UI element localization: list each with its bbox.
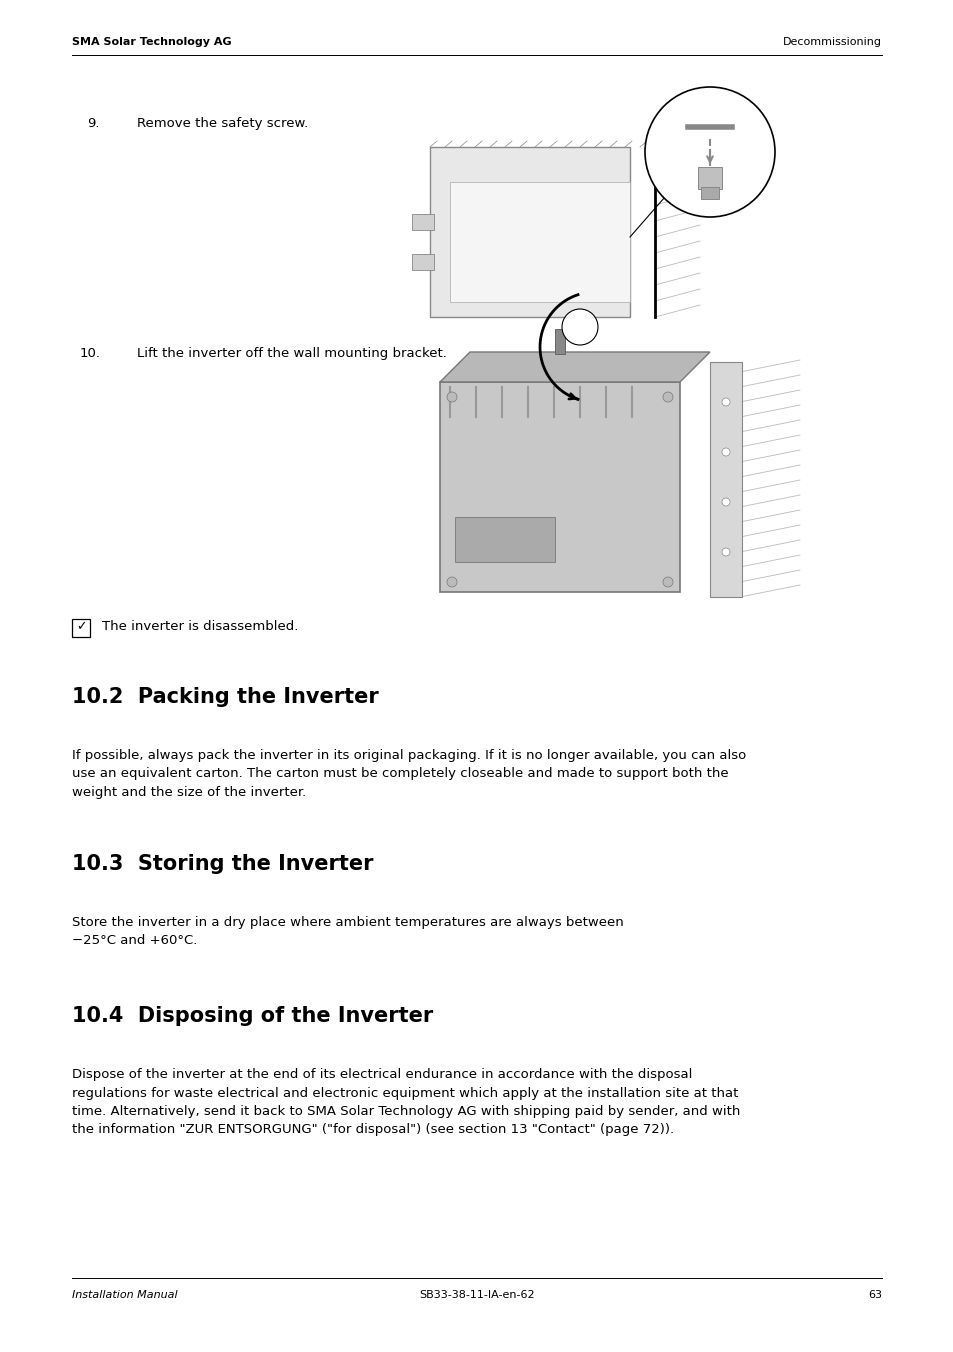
Text: Lift the inverter off the wall mounting bracket.: Lift the inverter off the wall mounting …	[137, 347, 446, 360]
Text: 10.: 10.	[80, 347, 101, 360]
Text: 9.: 9.	[87, 118, 99, 130]
Circle shape	[561, 310, 598, 345]
Text: Dispose of the inverter at the end of its electrical endurance in accordance wit: Dispose of the inverter at the end of it…	[71, 1068, 740, 1137]
Circle shape	[662, 392, 672, 402]
Circle shape	[721, 498, 729, 506]
Circle shape	[721, 397, 729, 406]
Bar	[412, 254, 434, 270]
Circle shape	[447, 392, 456, 402]
Bar	[709, 362, 741, 598]
Circle shape	[721, 548, 729, 556]
Bar	[698, 168, 721, 189]
Bar	[700, 187, 719, 199]
Text: 10.3  Storing the Inverter: 10.3 Storing the Inverter	[71, 854, 374, 873]
Text: Store the inverter in a dry place where ambient temperatures are always between
: Store the inverter in a dry place where …	[71, 917, 623, 948]
Text: Decommissioning: Decommissioning	[782, 37, 882, 47]
Bar	[450, 183, 629, 301]
Bar	[439, 383, 679, 592]
Text: 10.2  Packing the Inverter: 10.2 Packing the Inverter	[71, 687, 378, 707]
Text: Remove the safety screw.: Remove the safety screw.	[137, 118, 308, 130]
Circle shape	[447, 577, 456, 587]
Text: SB33-38-11-IA-en-62: SB33-38-11-IA-en-62	[418, 1290, 535, 1301]
Bar	[430, 147, 629, 316]
Text: SMA Solar Technology AG: SMA Solar Technology AG	[71, 37, 232, 47]
Bar	[71, 619, 90, 637]
Text: The inverter is disassembled.: The inverter is disassembled.	[102, 621, 298, 634]
Circle shape	[662, 577, 672, 587]
Text: Installation Manual: Installation Manual	[71, 1290, 177, 1301]
Circle shape	[644, 87, 774, 218]
Bar	[555, 329, 564, 354]
Text: ✓: ✓	[75, 621, 86, 634]
Text: 10.4  Disposing of the Inverter: 10.4 Disposing of the Inverter	[71, 1006, 433, 1026]
Text: If possible, always pack the inverter in its original packaging. If it is no lon: If possible, always pack the inverter in…	[71, 749, 745, 799]
Polygon shape	[439, 352, 709, 383]
Bar	[455, 516, 555, 562]
Bar	[412, 214, 434, 230]
Text: 63: 63	[867, 1290, 882, 1301]
Circle shape	[721, 448, 729, 456]
